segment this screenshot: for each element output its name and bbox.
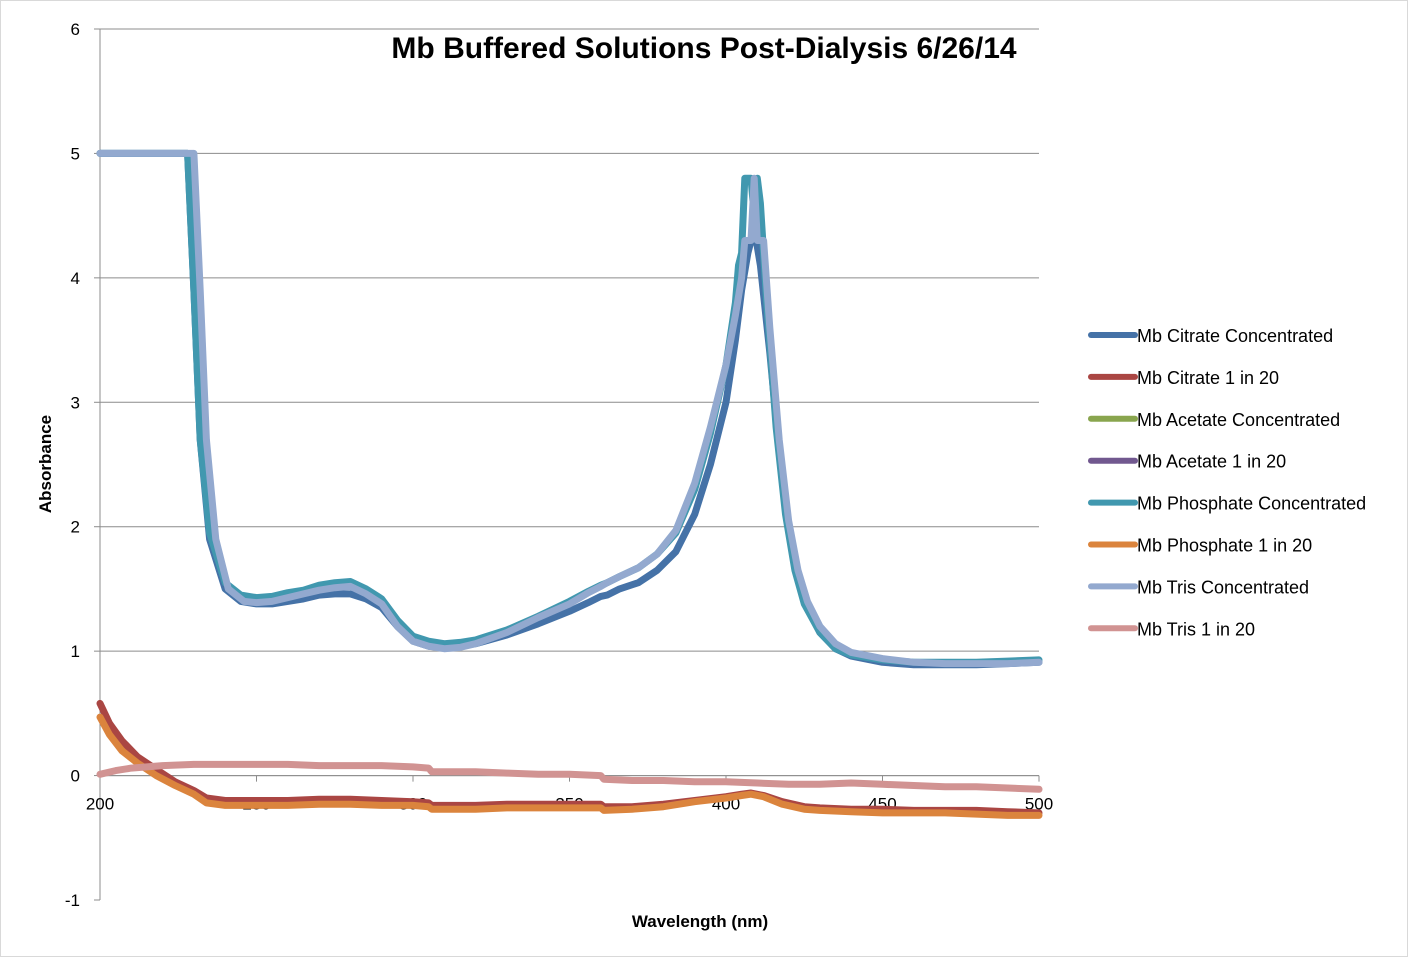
legend-label-3: Mb Acetate 1 in 20	[1137, 452, 1286, 472]
x-tick-label-0: 200	[86, 795, 114, 814]
y-tick-label-2: 1	[71, 642, 80, 661]
chart-title: Mb Buffered Solutions Post-Dialysis 6/26…	[391, 32, 1016, 65]
y-tick-label-3: 2	[71, 518, 80, 537]
legend-label-7: Mb Tris 1 in 20	[1137, 619, 1255, 639]
y-tick-label-7: 6	[71, 20, 80, 39]
series-line-5	[96, 713, 1043, 819]
x-tick-label-6: 500	[1025, 795, 1053, 814]
y-tick-label-6: 5	[71, 144, 80, 163]
y-tick-label-5: 4	[71, 269, 80, 288]
y-tick-label-0: -1	[65, 891, 80, 910]
legend-label-6: Mb Tris Concentrated	[1137, 577, 1309, 597]
series-line-0	[96, 149, 1043, 669]
legend-label-5: Mb Phosphate 1 in 20	[1137, 536, 1312, 556]
legend: Mb Citrate Concentrated Mb Citrate 1 in 2…	[1088, 326, 1366, 639]
legend-label-1: Mb Citrate 1 in 20	[1137, 368, 1279, 388]
y-tick-label-1: 0	[71, 767, 80, 786]
legend-label-4: Mb Phosphate Concentrated	[1137, 494, 1366, 514]
y-tick-label-4: 3	[71, 393, 80, 412]
series-line-6	[96, 149, 1043, 668]
series-line-4	[96, 149, 1043, 666]
legend-label-2: Mb Acetate Concentrated	[1137, 410, 1340, 430]
y-axis-title: Absorbance	[36, 415, 55, 513]
series-layer	[96, 149, 1043, 819]
series-line-7	[96, 760, 1043, 793]
legend-label-0: Mb Citrate Concentrated	[1137, 326, 1333, 346]
x-axis-title: Wavelength (nm)	[632, 912, 768, 931]
